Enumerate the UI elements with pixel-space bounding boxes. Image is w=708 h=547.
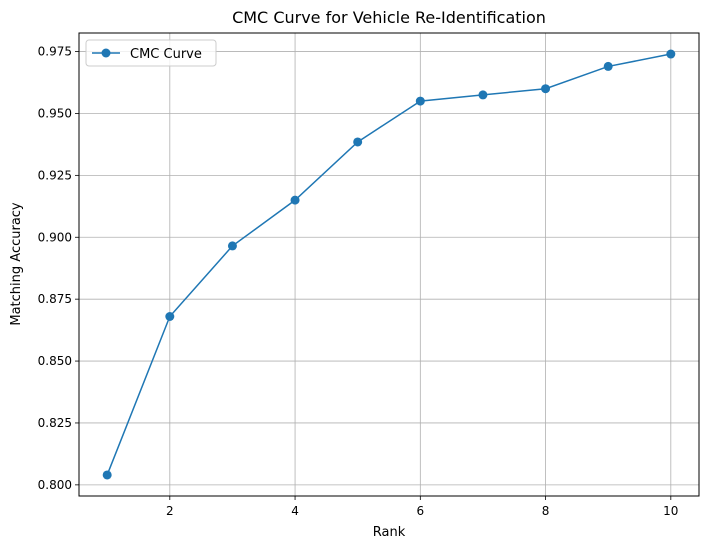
series-group — [102, 49, 676, 480]
data-point — [415, 96, 425, 106]
data-point — [165, 311, 175, 321]
legend: CMC Curve — [85, 39, 217, 67]
y-tick-label: 0.800 — [38, 478, 72, 492]
y-tick-label: 0.900 — [38, 230, 72, 244]
series-line — [106, 53, 671, 476]
y-tick-label: 0.925 — [38, 168, 72, 182]
y-axis-label: Matching Accuracy — [9, 202, 24, 326]
y-tick-label: 0.850 — [38, 354, 72, 368]
x-tick-label: 4 — [291, 504, 299, 518]
data-point — [102, 470, 112, 480]
data-point — [290, 195, 300, 205]
chart-title: CMC Curve for Vehicle Re-Identification — [232, 8, 546, 27]
data-point — [353, 137, 363, 147]
x-axis-label: Rank — [373, 525, 406, 540]
x-tick-label: 2 — [166, 504, 174, 518]
x-tick-label: 8 — [542, 504, 550, 518]
data-point — [541, 84, 551, 94]
y-tick-label: 0.975 — [38, 45, 72, 59]
y-tick-label: 0.875 — [38, 292, 72, 306]
data-point — [603, 61, 613, 71]
legend-label: CMC Curve — [130, 47, 202, 62]
data-point — [666, 49, 676, 59]
legend-marker-swatch — [101, 48, 111, 58]
x-tick-label: 10 — [663, 504, 678, 518]
plot-area — [78, 32, 700, 497]
axis-ticks: 2 4 6 8 10 0.800 0.825 0.850 0.875 0.900 0.925 0.95… — [38, 45, 679, 518]
y-tick-label: 0.950 — [38, 106, 72, 120]
y-tick-label: 0.825 — [38, 416, 72, 430]
data-point — [227, 241, 237, 251]
grid — [79, 33, 699, 496]
x-tick-label: 6 — [416, 504, 424, 518]
legend-box — [85, 39, 217, 67]
data-point — [478, 90, 488, 100]
